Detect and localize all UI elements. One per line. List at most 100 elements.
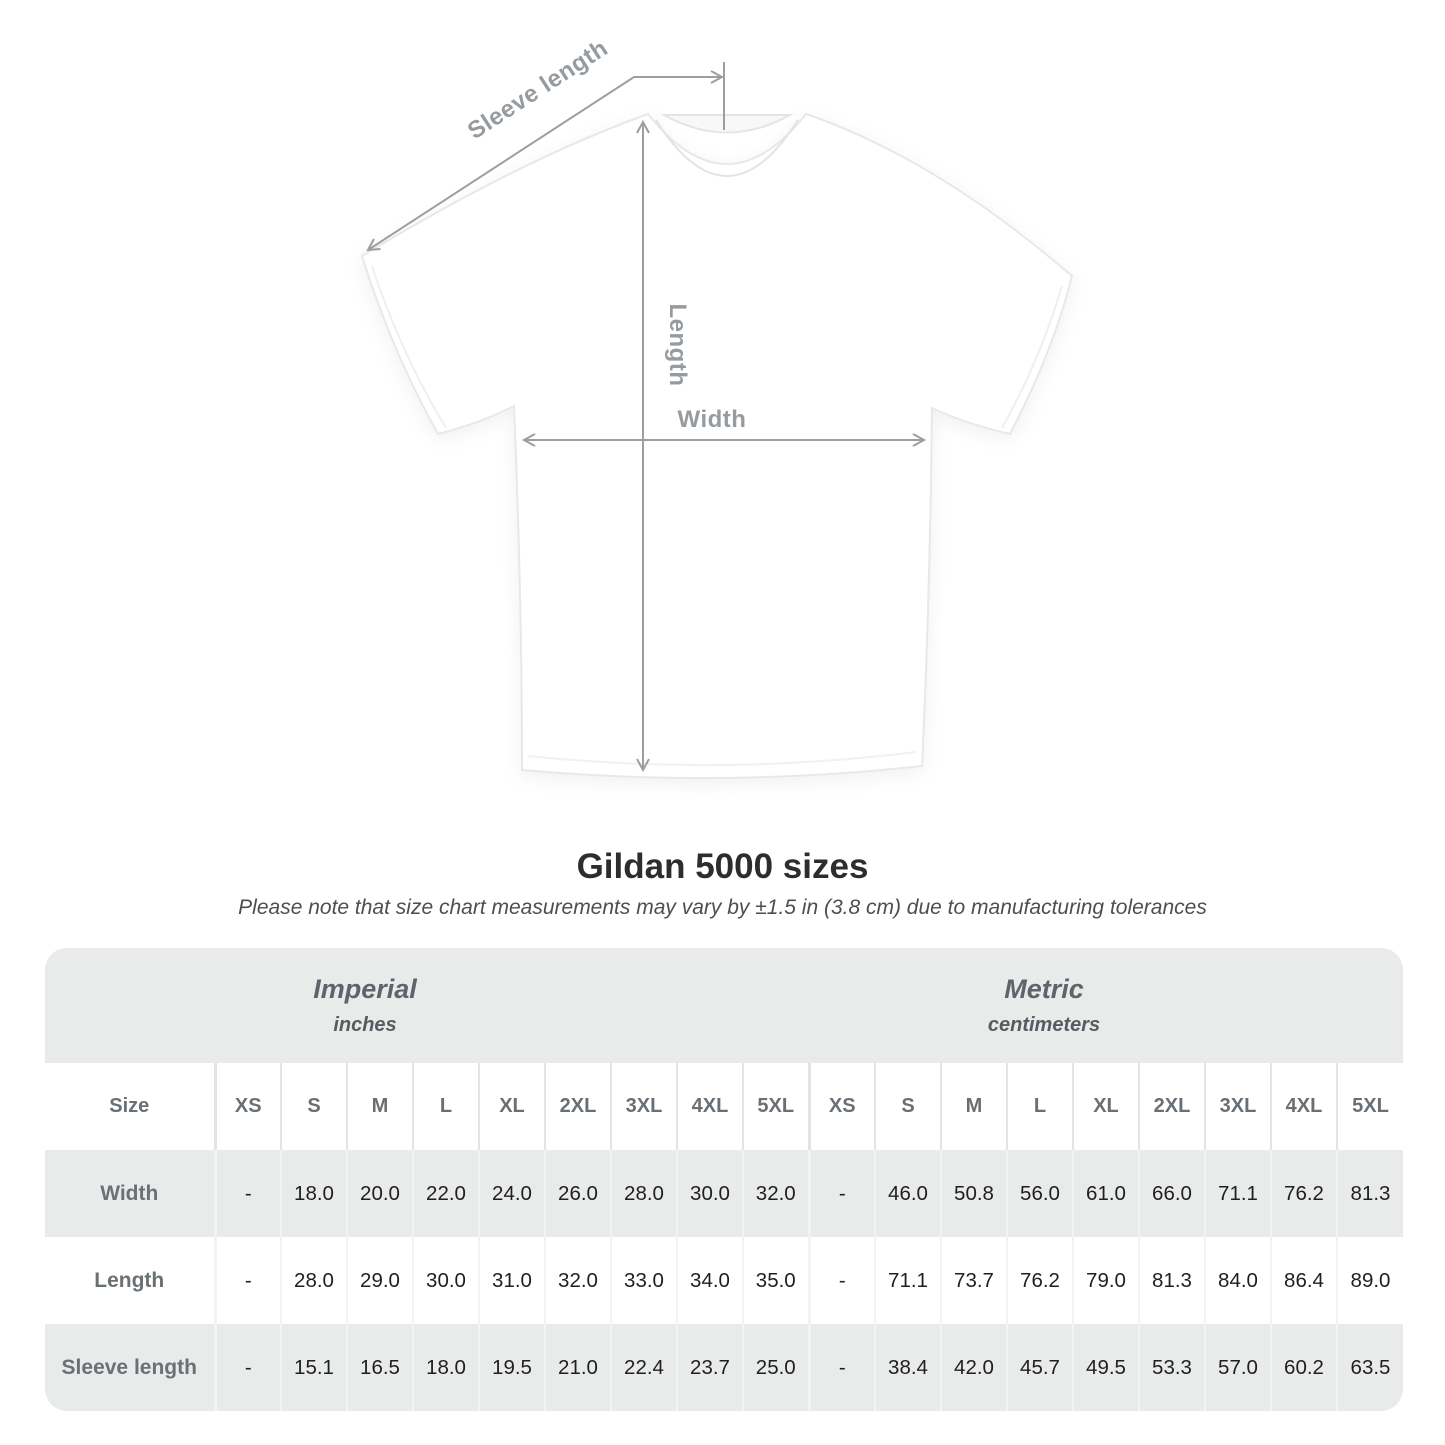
size-header-metric-xs: XS: [807, 1063, 875, 1150]
size-header-imperial-4xl: 4XL: [676, 1063, 743, 1150]
width-imperial-3xl: 28.0: [610, 1150, 677, 1237]
sleeve-metric-m: 42.0: [940, 1324, 1007, 1411]
width-metric-l: 56.0: [1006, 1150, 1073, 1237]
size-header-imperial-xs: XS: [213, 1063, 281, 1150]
sleeve-metric-xl: 49.5: [1072, 1324, 1139, 1411]
length-imperial-m: 29.0: [346, 1237, 413, 1324]
width-imperial-xs: -: [213, 1150, 281, 1237]
length-metric-xs: -: [807, 1237, 875, 1324]
length-label: Length: [664, 304, 691, 387]
width-metric-3xl: 71.1: [1204, 1150, 1271, 1237]
sleeve-imperial-5xl: 25.0: [742, 1324, 809, 1411]
size-table-grid: Imperial inches Metric centimeters Size …: [45, 948, 1403, 1411]
width-metric-s: 46.0: [874, 1150, 941, 1237]
sleeve-imperial-s: 15.1: [280, 1324, 347, 1411]
tshirt-outline: [360, 112, 1074, 780]
width-imperial-5xl: 32.0: [742, 1150, 809, 1237]
size-header-imperial-m: M: [346, 1063, 413, 1150]
metric-band: Metric centimeters: [809, 948, 1403, 1063]
size-header-metric-4xl: 4XL: [1270, 1063, 1337, 1150]
imperial-label: Imperial: [313, 974, 417, 1004]
sleeve-imperial-3xl: 22.4: [610, 1324, 677, 1411]
width-imperial-2xl: 26.0: [544, 1150, 611, 1237]
width-metric-5xl: 81.3: [1336, 1150, 1403, 1237]
sleeve-metric-l: 45.7: [1006, 1324, 1073, 1411]
width-imperial-xl: 24.0: [478, 1150, 545, 1237]
width-metric-xl: 61.0: [1072, 1150, 1139, 1237]
sleeve-length-label: Sleeve length: [463, 34, 613, 144]
size-header-imperial-3xl: 3XL: [610, 1063, 677, 1150]
table-row-sleeve-length: Sleeve length - 15.1 16.5 18.0 19.5 21.0…: [45, 1324, 1403, 1411]
width-metric-2xl: 66.0: [1138, 1150, 1205, 1237]
size-header-imperial-2xl: 2XL: [544, 1063, 611, 1150]
imperial-band: Imperial inches: [45, 948, 809, 1063]
size-header-metric-5xl: 5XL: [1336, 1063, 1403, 1150]
size-header-metric-s: S: [874, 1063, 941, 1150]
sleeve-metric-s: 38.4: [874, 1324, 941, 1411]
length-imperial-2xl: 32.0: [544, 1237, 611, 1324]
length-imperial-l: 30.0: [412, 1237, 479, 1324]
sleeve-metric-3xl: 57.0: [1204, 1324, 1271, 1411]
sleeve-imperial-xl: 19.5: [478, 1324, 545, 1411]
length-metric-l: 76.2: [1006, 1237, 1073, 1324]
size-header-metric-xl: XL: [1072, 1063, 1139, 1150]
tshirt-measurement-diagram: Sleeve length Length Width: [360, 34, 1074, 780]
unit-band-row: Imperial inches Metric centimeters: [45, 948, 1403, 1063]
title-block: Gildan 5000 sizes Please note that size …: [0, 848, 1445, 920]
sleeve-length-arrow: [366, 70, 725, 252]
width-metric-m: 50.8: [940, 1150, 1007, 1237]
size-header-metric-2xl: 2XL: [1138, 1063, 1205, 1150]
metric-label: Metric: [1004, 974, 1084, 1004]
size-table: Imperial inches Metric centimeters Size …: [45, 948, 1403, 1411]
length-imperial-5xl: 35.0: [742, 1237, 809, 1324]
sleeve-imperial-2xl: 21.0: [544, 1324, 611, 1411]
row-label-sleeve-length: Sleeve length: [45, 1324, 215, 1411]
size-header-imperial-5xl: 5XL: [742, 1063, 809, 1150]
table-row-width: Width - 18.0 20.0 22.0 24.0 26.0 28.0 30…: [45, 1150, 1403, 1237]
length-metric-3xl: 84.0: [1204, 1237, 1271, 1324]
width-metric-xs: -: [807, 1150, 875, 1237]
size-header-imperial-l: L: [412, 1063, 479, 1150]
size-header-row: Size XS S M L XL 2XL 3XL 4XL 5XL XS S M …: [45, 1063, 1403, 1150]
sleeve-metric-xs: -: [807, 1324, 875, 1411]
width-imperial-4xl: 30.0: [676, 1150, 743, 1237]
width-label: Width: [678, 406, 747, 433]
length-imperial-3xl: 33.0: [610, 1237, 677, 1324]
sleeve-imperial-xs: -: [213, 1324, 281, 1411]
tolerance-note: Please note that size chart measurements…: [238, 896, 1207, 919]
row-label-width: Width: [45, 1150, 215, 1237]
size-header-metric-m: M: [940, 1063, 1007, 1150]
sleeve-metric-4xl: 60.2: [1270, 1324, 1337, 1411]
length-metric-4xl: 86.4: [1270, 1237, 1337, 1324]
length-imperial-xl: 31.0: [478, 1237, 545, 1324]
length-metric-s: 71.1: [874, 1237, 941, 1324]
table-row-length: Length - 28.0 29.0 30.0 31.0 32.0 33.0 3…: [45, 1237, 1403, 1324]
collar-back: [660, 114, 794, 134]
width-imperial-s: 18.0: [280, 1150, 347, 1237]
length-imperial-s: 28.0: [280, 1237, 347, 1324]
page-title: Gildan 5000 sizes: [576, 847, 869, 886]
length-metric-5xl: 89.0: [1336, 1237, 1403, 1324]
sleeve-imperial-l: 18.0: [412, 1324, 479, 1411]
width-imperial-m: 20.0: [346, 1150, 413, 1237]
sleeve-imperial-4xl: 23.7: [676, 1324, 743, 1411]
metric-unit: centimeters: [987, 1014, 1101, 1036]
width-metric-4xl: 76.2: [1270, 1150, 1337, 1237]
measurement-arrows: [366, 62, 927, 773]
length-imperial-xs: -: [213, 1237, 281, 1324]
sleeve-imperial-m: 16.5: [346, 1324, 413, 1411]
size-column-header: Size: [45, 1063, 215, 1150]
length-metric-xl: 79.0: [1072, 1237, 1139, 1324]
imperial-unit: inches: [333, 1014, 397, 1036]
size-header-metric-3xl: 3XL: [1204, 1063, 1271, 1150]
size-header-imperial-xl: XL: [478, 1063, 545, 1150]
size-header-metric-l: L: [1006, 1063, 1073, 1150]
sleeve-metric-5xl: 63.5: [1336, 1324, 1403, 1411]
width-imperial-l: 22.0: [412, 1150, 479, 1237]
length-metric-m: 73.7: [940, 1237, 1007, 1324]
size-header-imperial-s: S: [280, 1063, 347, 1150]
length-imperial-4xl: 34.0: [676, 1237, 743, 1324]
length-metric-2xl: 81.3: [1138, 1237, 1205, 1324]
sleeve-metric-2xl: 53.3: [1138, 1324, 1205, 1411]
